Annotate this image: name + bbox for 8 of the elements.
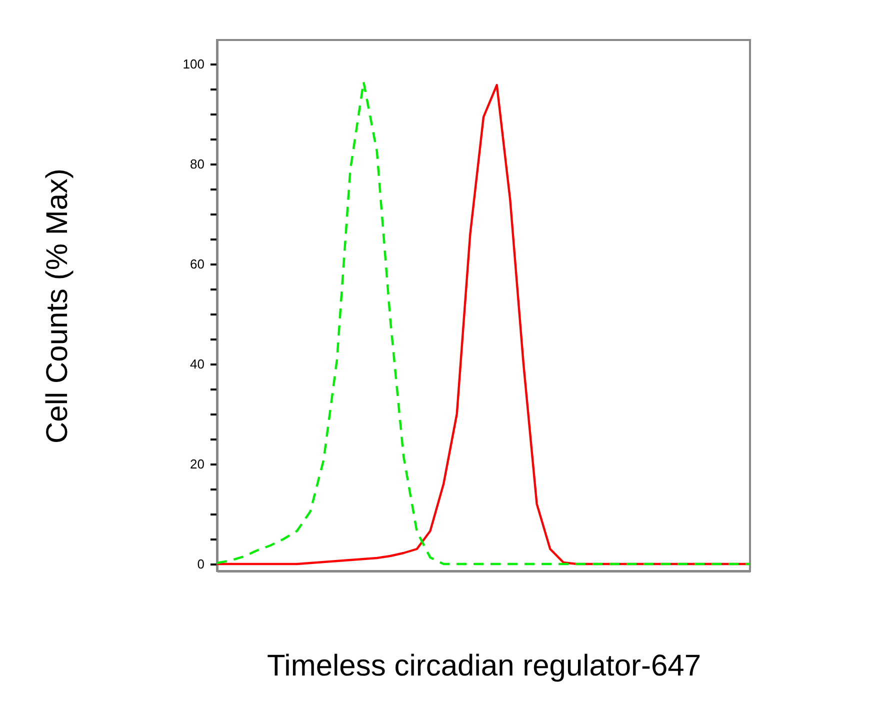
y-tick-label: 80 xyxy=(190,156,204,172)
y-tick-label: 20 xyxy=(190,456,204,472)
x-axis-title: Timeless circadian regulator-647 xyxy=(266,650,702,682)
y-tick-label: 100 xyxy=(182,56,204,72)
y-tick-label: 60 xyxy=(190,256,204,272)
y-tick-label: 40 xyxy=(190,356,204,372)
y-tick-label: 0 xyxy=(197,556,204,572)
y-axis-title: Cell Counts (% Max) xyxy=(40,168,74,444)
